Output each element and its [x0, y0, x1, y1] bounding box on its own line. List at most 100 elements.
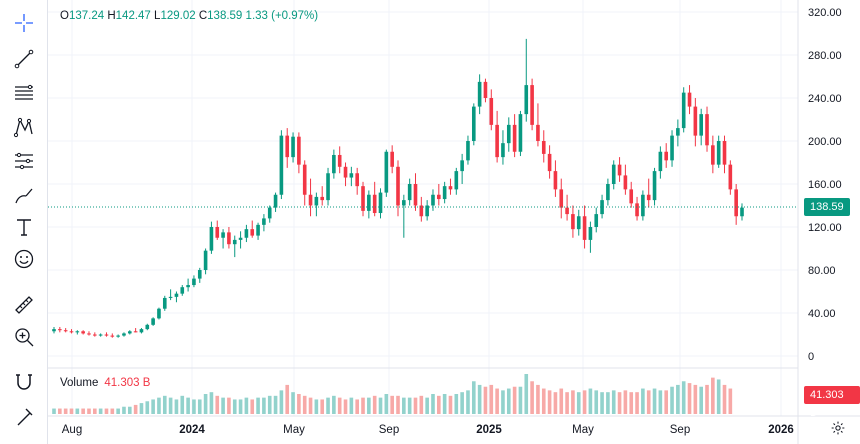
- candle-body: [681, 92, 686, 129]
- candle-body: [279, 135, 284, 195]
- crosshair-icon[interactable]: [8, 8, 40, 38]
- candle-body: [407, 184, 412, 201]
- volume-bar: [116, 408, 120, 414]
- candle-body: [582, 216, 587, 240]
- brush-icon[interactable]: [8, 180, 40, 210]
- candle-body: [629, 189, 634, 204]
- volume-bar: [547, 390, 552, 414]
- open-label: O: [60, 10, 69, 22]
- volume-bar: [372, 395, 377, 414]
- volume-bar: [262, 397, 266, 414]
- volume-bar: [676, 384, 680, 414]
- y-tick-label: 280.00: [808, 50, 842, 62]
- candlestick-chart[interactable]: 320.00 280.00 240.00 200.00 160.00 120.00 80.0…: [48, 0, 860, 444]
- volume-badge: 41.303 B: [804, 386, 860, 419]
- candle-body: [437, 194, 441, 200]
- volume-bar: [343, 399, 348, 414]
- chart-area[interactable]: 320.00 280.00 240.00 200.00 160.00 120.00 80.0…: [48, 0, 860, 444]
- candle-body: [197, 270, 202, 279]
- candle-body: [489, 98, 494, 125]
- fib-lines-icon[interactable]: [8, 78, 40, 108]
- lock-icon[interactable]: [8, 402, 40, 432]
- candle-body: [576, 216, 581, 230]
- volume-bar: [623, 390, 628, 414]
- volume-bar: [600, 392, 604, 414]
- volume-bar: [431, 394, 435, 414]
- text-icon[interactable]: [8, 212, 40, 242]
- volume-bar: [122, 406, 126, 414]
- volume-bar: [530, 381, 534, 414]
- y-tick-label: 0: [808, 351, 814, 363]
- volume-bar: [267, 395, 272, 414]
- low-value: 129.02: [160, 10, 196, 22]
- candle-body: [471, 106, 476, 141]
- projection-icon[interactable]: [8, 146, 40, 176]
- candle-body: [687, 92, 692, 107]
- volume-legend: Volume 41.303 B: [60, 377, 150, 389]
- ruler-icon[interactable]: [8, 290, 40, 320]
- volume-bar: [279, 390, 284, 414]
- volume-bar: [197, 399, 202, 414]
- candle-body: [378, 192, 383, 214]
- volume-bar: [454, 394, 459, 414]
- candle-body: [133, 331, 138, 333]
- volume-bar: [699, 386, 703, 414]
- candle-body: [273, 194, 278, 208]
- volume-bar: [314, 399, 319, 414]
- magnet-icon[interactable]: [8, 368, 40, 398]
- volume-bar: [705, 384, 709, 414]
- candle-body: [93, 334, 97, 336]
- candle-body: [565, 207, 569, 215]
- candle-body: [460, 160, 464, 172]
- candle-body: [530, 85, 534, 125]
- candle-body: [326, 173, 330, 201]
- candle-body: [87, 333, 91, 335]
- candle-body: [69, 331, 74, 333]
- volume-bar: [495, 388, 499, 414]
- candle-body: [139, 329, 144, 333]
- candle-body: [203, 250, 208, 270]
- candle-body: [571, 214, 575, 230]
- volume-bar: [273, 395, 278, 414]
- volume-bar: [238, 399, 243, 414]
- volume-bar: [460, 392, 464, 414]
- volume-value: 41.303 B: [104, 377, 151, 389]
- candle-body: [699, 114, 703, 136]
- candle-body: [536, 124, 540, 141]
- candle-body: [186, 285, 190, 288]
- volume-bar: [722, 384, 727, 414]
- volume-bar: [145, 401, 150, 414]
- trend-line-icon[interactable]: [8, 44, 40, 74]
- volume-bar: [349, 397, 354, 414]
- zoom-in-icon[interactable]: [8, 322, 40, 352]
- candle-body: [367, 194, 371, 211]
- volume-bar: [232, 399, 237, 414]
- candle-body: [559, 189, 564, 208]
- volume-bar: [402, 397, 406, 414]
- y-tick-label: 160.00: [808, 179, 842, 191]
- candle-body: [518, 114, 523, 152]
- candle-body: [617, 164, 622, 176]
- pattern-icon[interactable]: [8, 112, 40, 142]
- x-tick-label: 2026: [768, 424, 794, 436]
- candle-body: [402, 200, 406, 206]
- volume-bar: [419, 395, 424, 414]
- candle-body: [658, 151, 663, 172]
- volume-bar: [489, 384, 494, 414]
- emoji-icon[interactable]: [8, 244, 40, 274]
- x-tick-label: 2025: [476, 424, 502, 436]
- candle-body: [285, 135, 290, 158]
- volume-bar: [227, 397, 231, 414]
- candle-body: [81, 331, 85, 334]
- open-value: 137.24: [68, 10, 105, 22]
- candle-body: [227, 232, 231, 245]
- candle-body: [705, 114, 709, 146]
- volume-bar: [52, 408, 56, 414]
- settings-gear-icon[interactable]: [830, 420, 846, 436]
- candle-body: [332, 154, 336, 174]
- volume-bar: [576, 392, 581, 414]
- candle-body: [635, 203, 639, 217]
- volume-bar: [641, 388, 645, 414]
- volume-bar: [98, 408, 103, 414]
- candle-body: [716, 141, 721, 165]
